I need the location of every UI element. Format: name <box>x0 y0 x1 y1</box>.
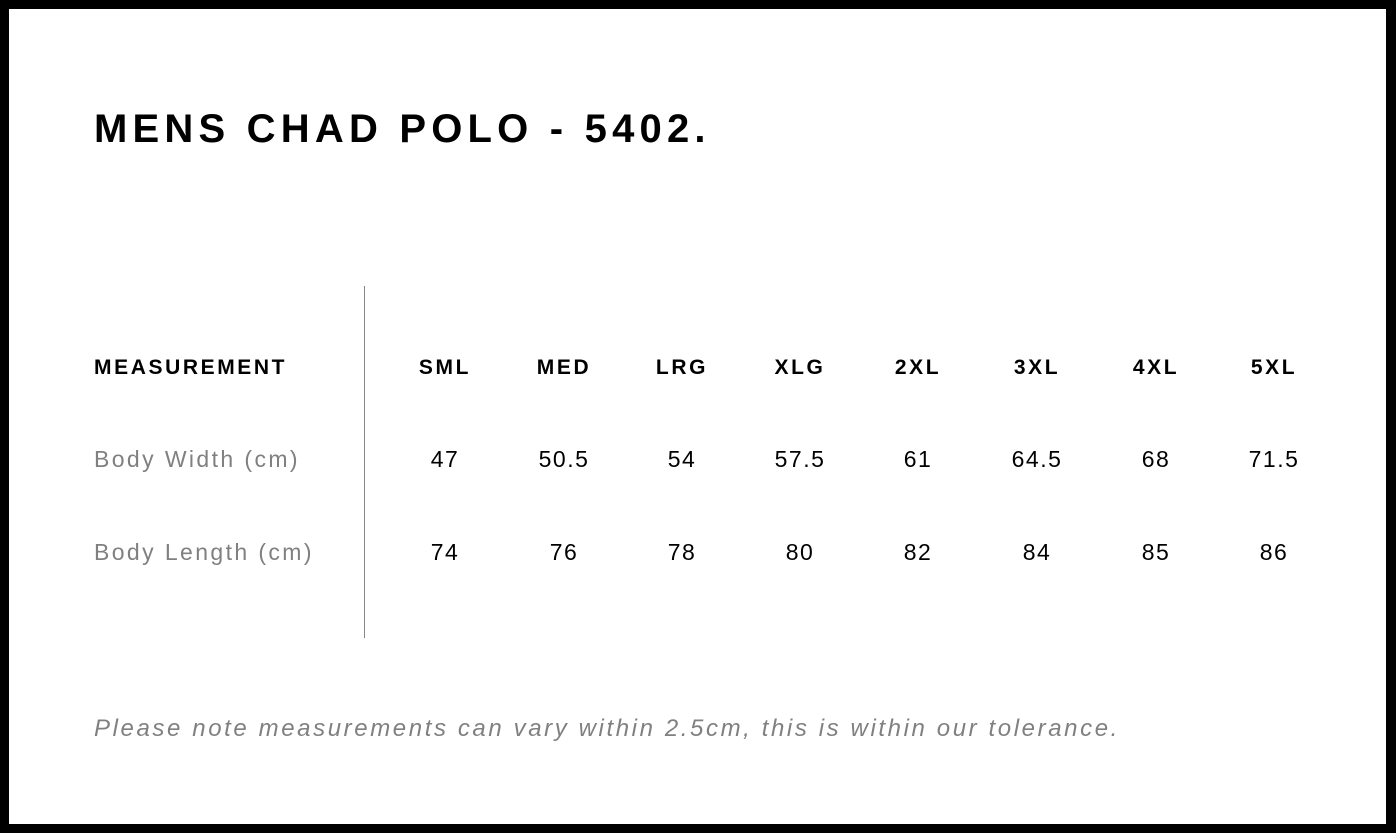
table-cell: 64.5 <box>1011 446 1063 472</box>
table-cell: 47 <box>430 446 460 472</box>
size-header-med: MED <box>536 356 592 379</box>
table-cell: 74 <box>430 539 460 565</box>
size-header-4xl: 4XL <box>1132 356 1180 379</box>
size-chart-card: MENS CHAD POLO - 5402. MEASUREMENT SML ME… <box>9 9 1386 824</box>
size-header-5xl: 5XL <box>1250 356 1298 379</box>
table-cell: 82 <box>903 539 933 565</box>
row-label: Body Width (cm) <box>94 446 300 472</box>
measurement-header: MEASUREMENT <box>94 356 288 379</box>
size-header-lrg: LRG <box>655 356 709 379</box>
table-cell: 68 <box>1141 446 1171 472</box>
table-cell: 84 <box>1022 539 1052 565</box>
size-header-2xl: 2XL <box>894 356 942 379</box>
table-cell: 78 <box>667 539 697 565</box>
size-header-xlg: XLG <box>774 356 826 379</box>
page-title: MENS CHAD POLO - 5402. <box>94 107 711 151</box>
column-divider <box>364 286 365 638</box>
table-cell: 71.5 <box>1248 446 1300 472</box>
table-cell: 85 <box>1141 539 1171 565</box>
table-cell: 76 <box>549 539 579 565</box>
table-cell: 61 <box>903 446 933 472</box>
table-cell: 50.5 <box>538 446 590 472</box>
row-label: Body Length (cm) <box>94 539 314 565</box>
table-cell: 80 <box>785 539 815 565</box>
table-cell: 86 <box>1259 539 1289 565</box>
table-cell: 54 <box>667 446 697 472</box>
tolerance-note: Please note measurements can vary within… <box>94 715 1120 742</box>
size-header-sml: SML <box>418 356 472 379</box>
size-header-3xl: 3XL <box>1013 356 1061 379</box>
table-cell: 57.5 <box>774 446 826 472</box>
